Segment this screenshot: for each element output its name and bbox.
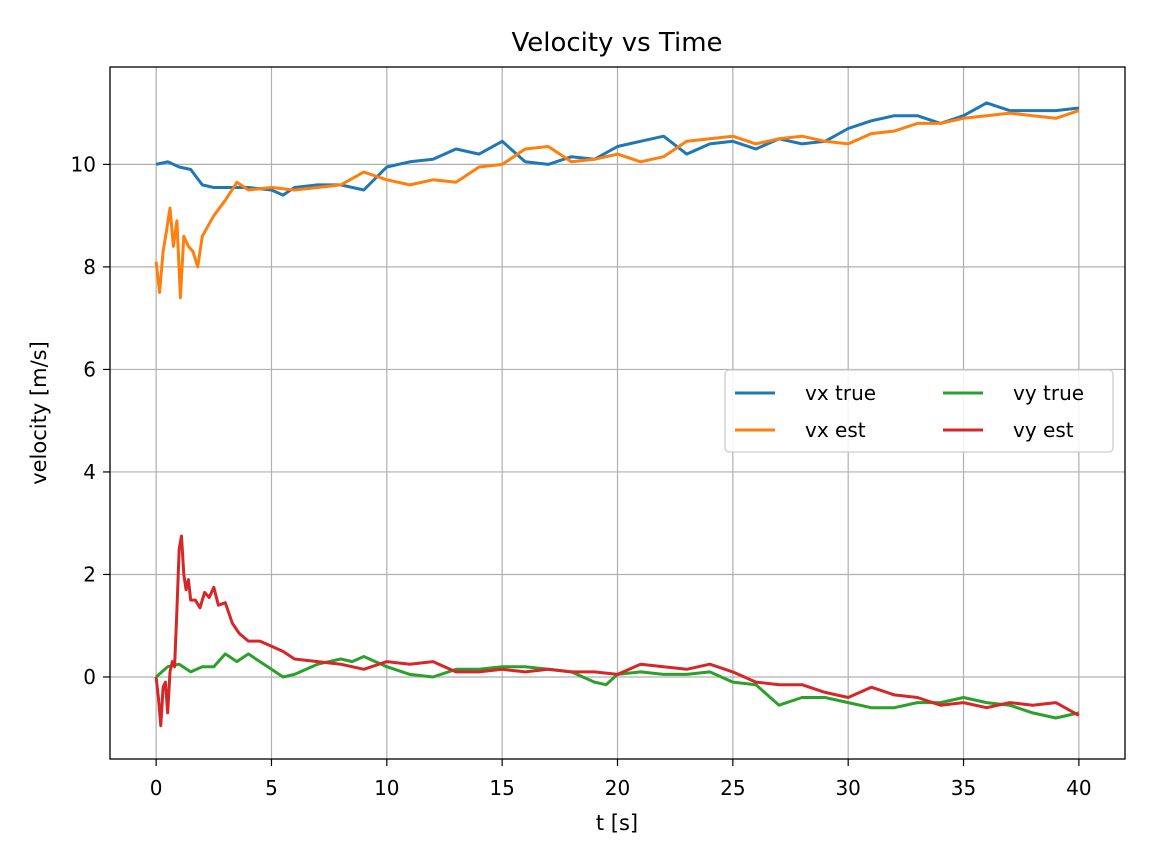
y-tick-label: 6 bbox=[83, 357, 96, 381]
grid bbox=[110, 67, 1125, 759]
x-axis-label: t [s] bbox=[596, 811, 638, 835]
legend: vx true vx est vy true vy est bbox=[724, 369, 1114, 453]
x-tick-label: 0 bbox=[150, 776, 163, 800]
x-tick-label: 20 bbox=[605, 776, 630, 800]
y-axis-label: velocity [m/s] bbox=[27, 341, 51, 485]
y-tick-label: 8 bbox=[83, 255, 96, 279]
legend-label: vx true bbox=[805, 381, 876, 405]
legend-box bbox=[724, 369, 1114, 453]
legend-label: vx est bbox=[805, 418, 866, 442]
x-tick-label: 15 bbox=[489, 776, 514, 800]
x-tick-label: 25 bbox=[720, 776, 745, 800]
x-tick-label: 10 bbox=[374, 776, 399, 800]
plot-lines bbox=[154, 101, 1080, 728]
legend-label: vy true bbox=[1013, 381, 1084, 405]
x-tick-label: 35 bbox=[951, 776, 976, 800]
y-tick-label: 0 bbox=[83, 665, 96, 689]
y-tick-label: 10 bbox=[71, 152, 96, 176]
x-tick-label: 30 bbox=[835, 776, 860, 800]
chart-title: Velocity vs Time bbox=[511, 28, 722, 58]
series-line-vx-est bbox=[154, 109, 1080, 300]
y-tick-label: 4 bbox=[83, 460, 96, 484]
legend-label: vy est bbox=[1013, 418, 1074, 442]
x-tick-label: 5 bbox=[265, 776, 278, 800]
x-tick-label: 40 bbox=[1066, 776, 1091, 800]
y-tick-label: 2 bbox=[83, 562, 96, 586]
series-line-vy-est bbox=[154, 534, 1080, 728]
ticks: 0 5 10 15 20 25 30 35 40 0 2 4 6 8 10 bbox=[71, 152, 1092, 800]
